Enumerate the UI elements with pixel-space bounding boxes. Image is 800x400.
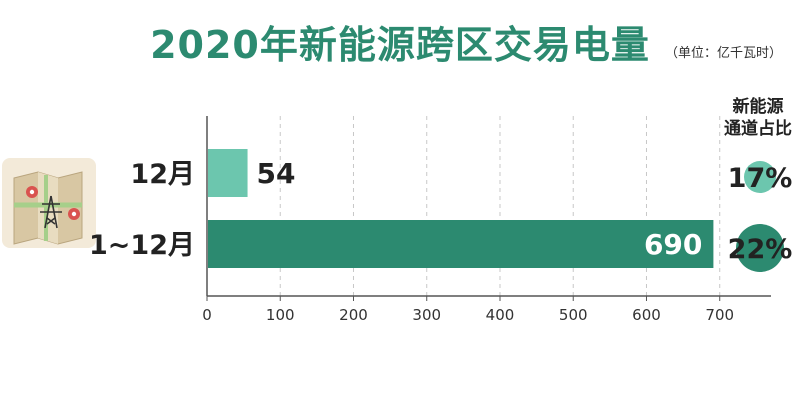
share-circle bbox=[736, 224, 784, 272]
chart-title: 2020年新能源跨区交易电量 bbox=[150, 23, 650, 67]
bar-value-label: 690 bbox=[644, 228, 702, 261]
x-tick-label: 100 bbox=[266, 306, 295, 324]
x-tick-label: 300 bbox=[412, 306, 441, 324]
bar-december bbox=[208, 149, 248, 197]
x-tick-label: 0 bbox=[202, 306, 212, 324]
unit-label: （单位：亿千瓦时） bbox=[664, 46, 782, 61]
x-tick-label: 700 bbox=[705, 306, 734, 324]
x-tick-label: 500 bbox=[559, 306, 588, 324]
share-circle bbox=[744, 161, 776, 193]
category-label: 12月 bbox=[130, 159, 195, 190]
share-label: 17% bbox=[728, 163, 793, 194]
map-with-transmission-tower-icon bbox=[2, 158, 96, 248]
share-label: 22% bbox=[728, 234, 793, 265]
share-column-header: 新能源 通道占比 bbox=[718, 96, 798, 140]
x-tick-label: 600 bbox=[632, 306, 661, 324]
x-tick-label: 400 bbox=[486, 306, 515, 324]
share-header-line-2: 通道占比 bbox=[724, 119, 792, 139]
bar-value-label: 54 bbox=[257, 157, 296, 190]
category-label: 1~12月 bbox=[89, 230, 195, 261]
bar-jan-dec bbox=[208, 220, 714, 268]
share-header-line-1: 新能源 bbox=[732, 97, 784, 117]
x-tick-label: 200 bbox=[339, 306, 368, 324]
